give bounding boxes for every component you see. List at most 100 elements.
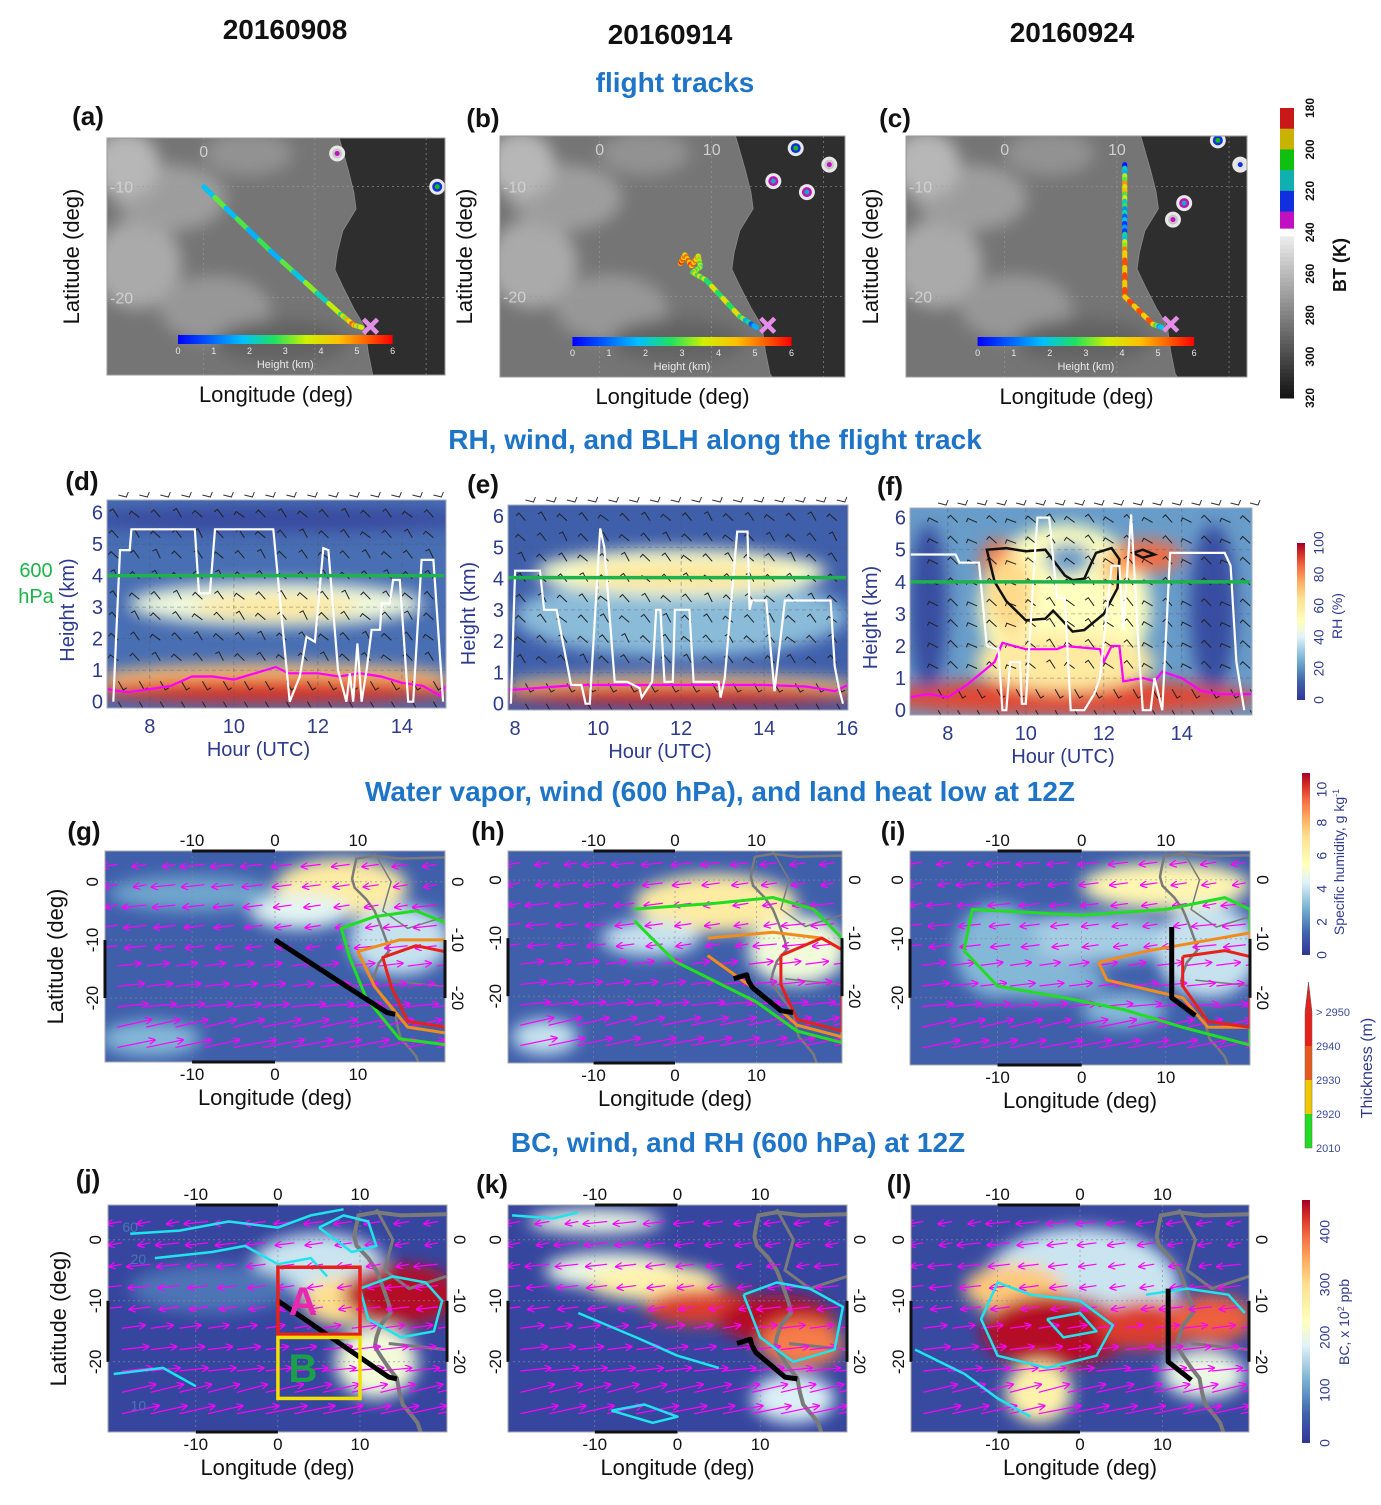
map-frame bbox=[106, 137, 446, 376]
wind-arrow bbox=[437, 1369, 447, 1372]
wind-arrow bbox=[366, 925, 379, 927]
wind-arrow bbox=[208, 1368, 235, 1371]
wind-arrow bbox=[986, 1221, 1010, 1223]
wind-barb bbox=[815, 703, 825, 710]
wind-arrow bbox=[1009, 1347, 1034, 1350]
wind-arrow bbox=[578, 1368, 606, 1371]
y-tick-label: 3 bbox=[895, 604, 906, 626]
wind-barb bbox=[298, 549, 308, 559]
wind-arrow bbox=[436, 1045, 445, 1049]
left-lat-tick-label: -10 bbox=[889, 1289, 908, 1314]
wind-arrow bbox=[615, 903, 635, 905]
right-lat-tick-label: 0 bbox=[1253, 875, 1272, 884]
wind-arrow bbox=[520, 1384, 553, 1393]
flight-track-segment bbox=[212, 194, 229, 211]
wind-barb bbox=[276, 550, 287, 559]
wind-barb bbox=[432, 701, 442, 708]
wind-barb bbox=[1132, 709, 1137, 715]
wind-barb bbox=[947, 556, 958, 565]
wind-barb bbox=[556, 513, 568, 521]
x-axis-label: Longitude (deg) bbox=[200, 1455, 354, 1480]
bc-colorbar bbox=[1302, 1200, 1310, 1443]
wind-barb-top bbox=[307, 491, 318, 498]
bc-region bbox=[130, 1264, 295, 1314]
y-axis-label: Height (km) bbox=[57, 558, 79, 661]
wind-arrow bbox=[520, 961, 543, 964]
wind-barb bbox=[1200, 556, 1212, 565]
wind-arrow bbox=[179, 1347, 204, 1350]
wind-arrow bbox=[332, 864, 350, 866]
wind-arrow bbox=[1039, 983, 1064, 986]
wind-barb bbox=[255, 509, 266, 518]
y-tick-label: 1 bbox=[493, 662, 504, 684]
wind-arrow bbox=[987, 883, 1011, 885]
wind-barb bbox=[743, 635, 755, 644]
wind-arrow bbox=[208, 1347, 232, 1350]
wind-arrow bbox=[335, 1221, 352, 1223]
wind-barb-top bbox=[1015, 499, 1027, 506]
wind-barb bbox=[1084, 513, 1095, 523]
wind-arrow bbox=[584, 883, 606, 885]
bt-colorbar-cell bbox=[1280, 356, 1294, 362]
wind-arrow bbox=[190, 1307, 209, 1309]
wind-arrow bbox=[117, 984, 144, 987]
wind-arrow bbox=[565, 863, 578, 865]
wind-arrow bbox=[589, 1307, 608, 1309]
wind-arrow bbox=[555, 903, 578, 905]
wind-barb bbox=[1046, 638, 1056, 648]
wind-barb bbox=[264, 680, 275, 691]
wind-arrow bbox=[409, 1384, 442, 1393]
wind-arrow bbox=[349, 1040, 389, 1049]
wind-barb bbox=[1210, 709, 1215, 715]
wind-barb bbox=[401, 510, 413, 518]
wind-arrow bbox=[1140, 862, 1158, 864]
wind-arrow bbox=[1167, 1221, 1184, 1223]
wind-barb bbox=[620, 551, 630, 562]
wind-arrow bbox=[921, 962, 945, 965]
wind-arrow bbox=[1021, 1307, 1039, 1309]
wind-barb bbox=[681, 512, 692, 521]
label-tail: ppb bbox=[1336, 1279, 1352, 1306]
wind-arrow bbox=[395, 905, 408, 907]
wind-arrow bbox=[783, 944, 806, 946]
wind-barb bbox=[402, 549, 413, 559]
wind-barb bbox=[1015, 709, 1020, 715]
wind-arrow bbox=[586, 924, 606, 926]
wind-arrow bbox=[336, 1243, 352, 1245]
wind-barb bbox=[317, 551, 329, 559]
wind-arrow bbox=[705, 924, 720, 926]
wind-arrow bbox=[1068, 962, 1088, 965]
wind-barb bbox=[537, 511, 547, 521]
flight-altitude-line bbox=[910, 514, 1246, 712]
bt-colorbar-cell bbox=[1280, 265, 1294, 271]
wind-arrow bbox=[587, 944, 606, 946]
wind-arrow bbox=[1188, 1286, 1212, 1288]
thickness-contour bbox=[381, 944, 445, 1029]
wind-arrow bbox=[1204, 903, 1217, 905]
left-lat-tick-label: 0 bbox=[83, 877, 102, 886]
sh-colorbar-label: Specific humidity, g kg-1 bbox=[1331, 789, 1347, 935]
wind-barb-top bbox=[608, 496, 619, 503]
bt-colorbar-cell bbox=[1280, 269, 1294, 275]
y-axis-label: Latitude (deg) bbox=[46, 1251, 71, 1387]
wind-arrow bbox=[414, 925, 437, 927]
top-lon-tick-label: -10 bbox=[985, 831, 1010, 850]
wind-barb bbox=[317, 633, 329, 641]
wind-barb bbox=[815, 683, 825, 693]
wind-barb bbox=[807, 592, 817, 603]
bt-colorbar-cell bbox=[1280, 153, 1294, 159]
wind-arrow bbox=[407, 1004, 438, 1007]
wind-barb-top bbox=[629, 496, 640, 503]
wind-arrow bbox=[378, 984, 406, 987]
wind-arrow bbox=[236, 1368, 263, 1371]
wind-arrow bbox=[1010, 962, 1031, 965]
wind-barb bbox=[947, 618, 958, 628]
y-tick-label: 4 bbox=[493, 569, 504, 591]
thickness-tick-label: 2010 bbox=[1316, 1143, 1340, 1155]
wind-barb bbox=[986, 619, 997, 628]
wind-arrow bbox=[1216, 1040, 1250, 1049]
wind-arrow bbox=[1079, 1264, 1097, 1266]
wind-barb bbox=[117, 680, 127, 691]
y-axis-label: Latitude (deg) bbox=[59, 189, 84, 325]
wind-arrow bbox=[179, 1325, 200, 1328]
